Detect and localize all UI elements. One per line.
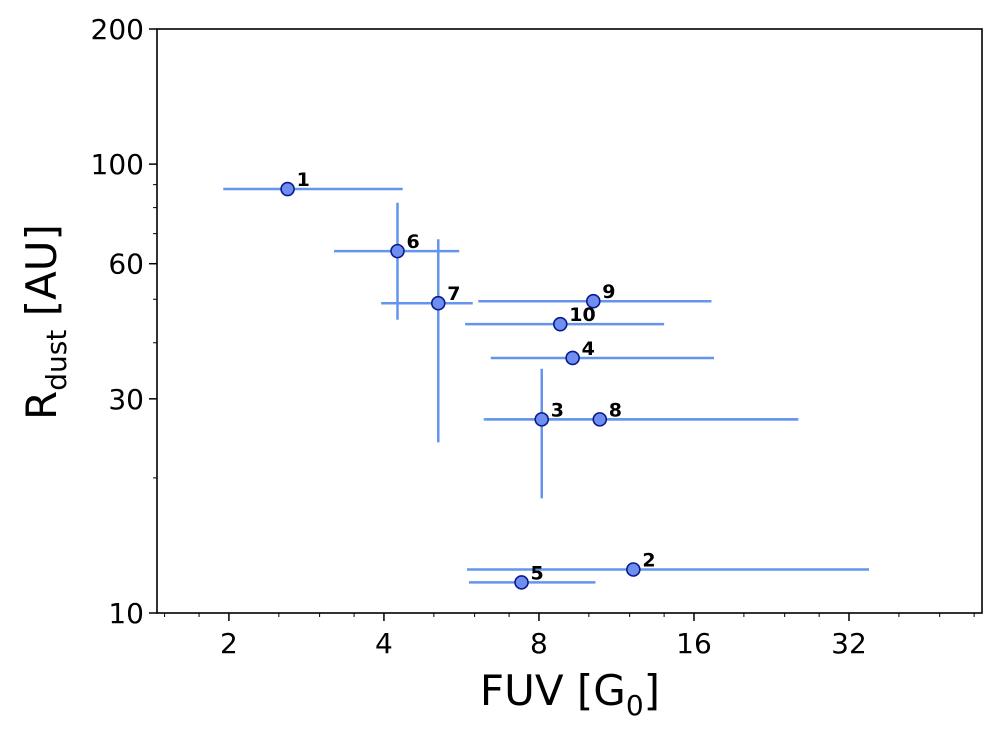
x-tick-label: 16	[676, 627, 712, 660]
data-point	[565, 350, 580, 366]
plot-frame	[156, 28, 983, 614]
point-label: 7	[447, 283, 460, 305]
y-tick-label: 10	[108, 597, 144, 630]
y-tick-label: 200	[91, 13, 144, 46]
x-tick-label: 8	[530, 627, 548, 660]
data-point	[626, 562, 641, 577]
point-label: 3	[551, 399, 564, 421]
x-tick-label: 2	[220, 627, 238, 660]
point-label: 10	[569, 304, 595, 326]
point-label: 4	[582, 338, 595, 360]
points-layer	[280, 181, 641, 590]
point-label: 5	[531, 562, 544, 584]
point-label: 9	[602, 281, 615, 303]
data-point	[390, 243, 405, 259]
y-tick-label: 30	[108, 383, 144, 416]
x-tick-label: 32	[831, 627, 867, 660]
point-label: 1	[297, 169, 310, 191]
point-label: 8	[609, 399, 622, 421]
y-tick-label: 100	[91, 148, 144, 181]
point-label: 2	[642, 549, 655, 571]
y-tick-label: 60	[108, 248, 144, 281]
data-point	[592, 412, 608, 427]
data-point	[430, 295, 446, 311]
data-point	[585, 293, 601, 309]
x-tick-label: 4	[375, 627, 393, 660]
data-point	[280, 181, 295, 197]
point-label: 6	[406, 231, 419, 253]
errorbars-layer	[223, 187, 870, 584]
data-point	[514, 575, 529, 590]
point-labels-layer: 1 2 3 4 5 6 7 8 9 10	[297, 169, 656, 584]
y-axis-label: Rdust [AU]	[17, 224, 73, 420]
data-point	[552, 316, 568, 332]
x-axis-label: FUV [G0]	[480, 666, 660, 722]
data-point	[534, 412, 550, 427]
